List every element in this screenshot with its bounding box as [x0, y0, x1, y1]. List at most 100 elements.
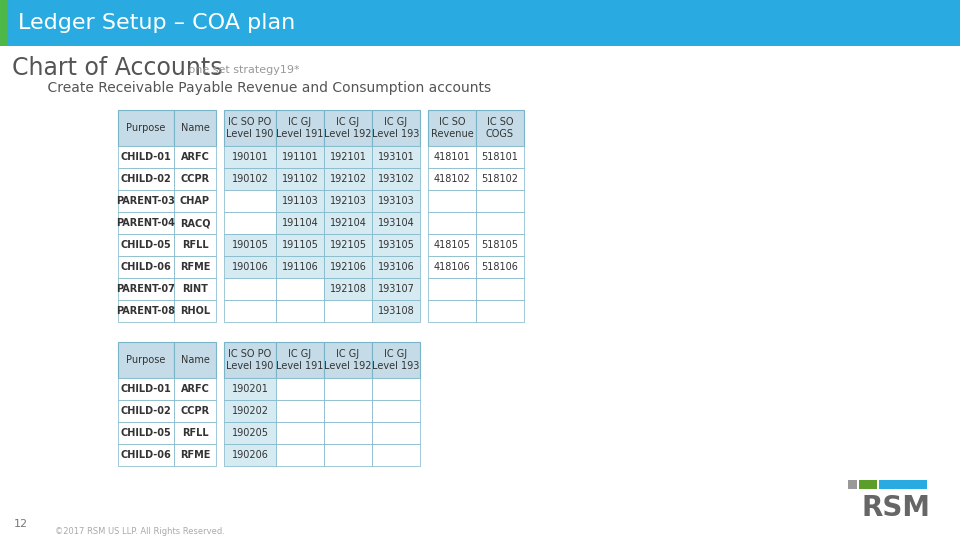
Bar — [372, 168, 420, 190]
Bar — [372, 378, 420, 400]
Bar — [372, 256, 420, 278]
Text: 193102: 193102 — [377, 174, 415, 184]
Bar — [324, 278, 372, 300]
Bar — [224, 168, 276, 190]
Bar — [372, 278, 420, 300]
Bar — [372, 400, 420, 422]
Text: 192103: 192103 — [329, 196, 367, 206]
Text: RFME: RFME — [180, 262, 210, 272]
Bar — [224, 444, 276, 466]
Text: RFME: RFME — [180, 450, 210, 460]
Text: CHAP: CHAP — [180, 196, 210, 206]
Text: 191101: 191101 — [281, 152, 319, 162]
Text: RINT: RINT — [182, 284, 208, 294]
Text: 191106: 191106 — [281, 262, 319, 272]
Text: CHILD-02: CHILD-02 — [121, 406, 172, 416]
Bar — [372, 146, 420, 168]
Text: 192105: 192105 — [329, 240, 367, 250]
Bar — [118, 146, 174, 168]
Bar — [324, 190, 372, 212]
Bar — [224, 400, 276, 422]
Bar — [859, 480, 877, 489]
Bar — [118, 234, 174, 256]
Bar — [476, 300, 524, 322]
Bar — [118, 422, 174, 444]
Text: 191105: 191105 — [281, 240, 319, 250]
Bar — [224, 146, 276, 168]
Bar — [324, 212, 372, 234]
Bar — [174, 378, 216, 400]
Bar — [476, 146, 524, 168]
Text: 190102: 190102 — [231, 174, 269, 184]
Text: 193103: 193103 — [377, 196, 415, 206]
Text: ©2017 RSM US LLP. All Rights Reserved.: ©2017 RSM US LLP. All Rights Reserved. — [55, 528, 225, 537]
Text: 190206: 190206 — [231, 450, 269, 460]
Text: Chart of Accounts: Chart of Accounts — [12, 56, 223, 80]
Text: CHILD-01: CHILD-01 — [121, 384, 172, 394]
Bar — [324, 168, 372, 190]
Text: 192108: 192108 — [329, 284, 367, 294]
Bar — [174, 342, 216, 378]
Bar — [372, 422, 420, 444]
Bar — [118, 342, 174, 378]
Bar — [324, 300, 372, 322]
Text: 518105: 518105 — [482, 240, 518, 250]
Bar — [276, 422, 324, 444]
Text: PARENT-08: PARENT-08 — [116, 306, 176, 316]
Bar — [276, 444, 324, 466]
Bar — [0, 0, 7, 46]
Text: IC SO PO
Level 190: IC SO PO Level 190 — [227, 117, 274, 139]
Bar — [224, 342, 276, 378]
Bar — [324, 256, 372, 278]
Text: 193101: 193101 — [377, 152, 415, 162]
Bar — [224, 110, 276, 146]
Text: IC GJ
Level 193: IC GJ Level 193 — [372, 117, 420, 139]
Text: 192102: 192102 — [329, 174, 367, 184]
Bar — [276, 146, 324, 168]
Text: 190201: 190201 — [231, 384, 269, 394]
Text: IC GJ
Level 192: IC GJ Level 192 — [324, 349, 372, 371]
Text: PARENT-04: PARENT-04 — [116, 218, 176, 228]
Bar — [428, 110, 476, 146]
Text: 193106: 193106 — [377, 262, 415, 272]
Bar — [276, 278, 324, 300]
Text: RHOL: RHOL — [180, 306, 210, 316]
Bar — [372, 212, 420, 234]
Bar — [118, 444, 174, 466]
Bar — [428, 168, 476, 190]
Text: one set strategy19*: one set strategy19* — [185, 65, 300, 75]
Bar — [174, 400, 216, 422]
Bar — [428, 278, 476, 300]
Text: 190105: 190105 — [231, 240, 269, 250]
Text: Create Receivable Payable Revenue and Consumption accounts: Create Receivable Payable Revenue and Co… — [30, 81, 492, 95]
Bar — [428, 300, 476, 322]
Bar — [476, 278, 524, 300]
Bar — [428, 256, 476, 278]
Bar — [372, 300, 420, 322]
Text: 193105: 193105 — [377, 240, 415, 250]
Text: RACQ: RACQ — [180, 218, 210, 228]
Bar — [174, 212, 216, 234]
Bar — [174, 190, 216, 212]
Bar — [174, 168, 216, 190]
Bar — [276, 400, 324, 422]
Text: CHILD-02: CHILD-02 — [121, 174, 172, 184]
Bar — [174, 234, 216, 256]
Bar — [276, 234, 324, 256]
Text: 190101: 190101 — [231, 152, 269, 162]
Text: 191104: 191104 — [281, 218, 319, 228]
Bar — [118, 256, 174, 278]
Text: 418102: 418102 — [434, 174, 470, 184]
Text: IC SO
COGS: IC SO COGS — [486, 117, 514, 139]
Bar — [372, 444, 420, 466]
Bar — [276, 342, 324, 378]
Bar — [879, 480, 927, 489]
Bar — [372, 234, 420, 256]
Text: 193108: 193108 — [377, 306, 415, 316]
Bar — [174, 256, 216, 278]
Text: RFLL: RFLL — [181, 240, 208, 250]
Text: 192106: 192106 — [329, 262, 367, 272]
Bar — [0, 0, 960, 46]
Bar — [174, 278, 216, 300]
Text: 193104: 193104 — [377, 218, 415, 228]
